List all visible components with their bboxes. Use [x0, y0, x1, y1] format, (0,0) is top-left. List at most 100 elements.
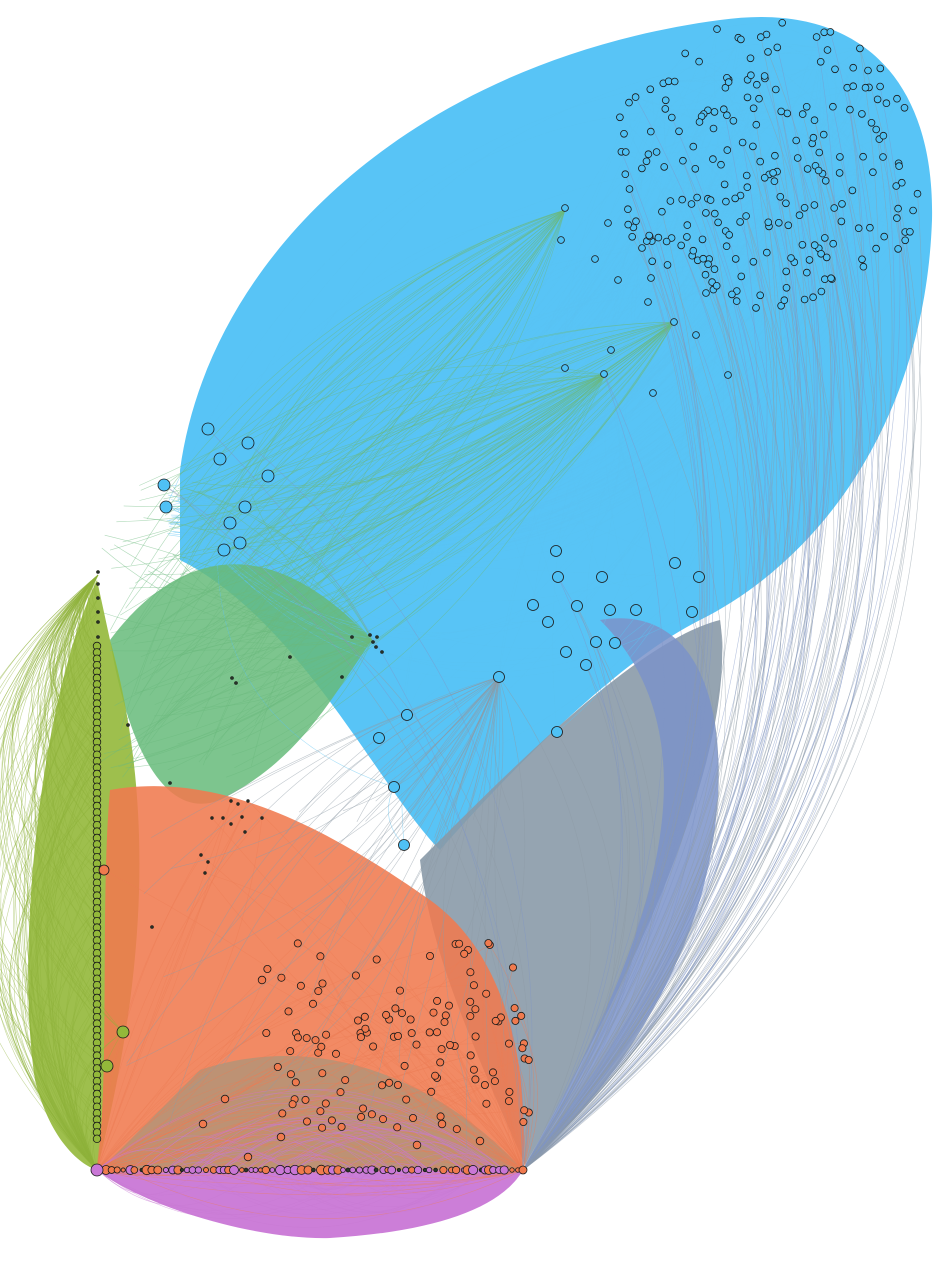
blue-edge [861, 87, 870, 157]
orange-node [199, 853, 203, 857]
blue-node [867, 119, 876, 127]
blue-edge [834, 69, 843, 204]
green-node [368, 633, 372, 637]
green-edge [122, 209, 566, 778]
slate-edge [522, 211, 705, 1171]
olive-edge [79, 574, 99, 647]
blue-node [710, 265, 719, 274]
orange-node [360, 1012, 369, 1021]
blue-node [872, 125, 880, 134]
olive-edge [0, 574, 99, 1056]
slate-edge [522, 156, 883, 1171]
orange-edge [200, 854, 524, 1171]
purple-edge [97, 1169, 392, 1215]
blue-edge [735, 122, 872, 260]
orange-node [327, 1116, 336, 1125]
blue-edge [393, 203, 787, 788]
orange-node [466, 1051, 475, 1060]
blue-node [213, 452, 227, 466]
orange-node [395, 986, 404, 995]
orange-node [407, 1029, 416, 1038]
orange-edge [96, 1037, 307, 1171]
blue-edge [700, 111, 719, 223]
blue-edge [685, 53, 788, 114]
slate-edge [522, 299, 835, 1171]
blue-edge [738, 37, 840, 174]
blue-node [826, 28, 835, 36]
purple-edge [279, 1169, 464, 1213]
orange-node [153, 1165, 163, 1175]
olive-edge [31, 812, 98, 1171]
gray-edge [342, 676, 500, 812]
slate-edge [522, 605, 644, 1171]
orange-node [293, 939, 302, 948]
orange-edge [365, 1028, 524, 1171]
olive-node [116, 1025, 130, 1039]
gray-edge [400, 676, 500, 1088]
orange-edge [282, 1111, 524, 1171]
blue-edge [244, 237, 825, 508]
blue-node [856, 44, 864, 53]
blue-node [866, 223, 874, 232]
orange-node [203, 1167, 209, 1173]
olive-edge [64, 574, 99, 736]
blue-edge [661, 67, 854, 213]
olive-edge [1, 574, 99, 967]
slate-edge [522, 188, 706, 1171]
green-edge [245, 321, 675, 626]
blue-node [817, 287, 826, 296]
orange-node [432, 1028, 441, 1037]
orange-node [433, 1167, 438, 1173]
olive-edge [91, 574, 99, 613]
orange-node [243, 830, 247, 834]
orange-edge [96, 1031, 430, 1171]
blue-node [836, 153, 844, 161]
slate-edge [522, 37, 798, 1171]
blue-node [872, 244, 880, 253]
blue-node [233, 536, 247, 550]
purple-edge [342, 1169, 419, 1185]
blue-node [864, 66, 872, 75]
blue-node [782, 283, 791, 292]
orange-edge [506, 1043, 524, 1171]
purple-edge [255, 1128, 500, 1171]
orange-node [510, 1004, 519, 1013]
blue-node [823, 46, 832, 54]
blue-node [644, 150, 653, 159]
orange-edge [204, 872, 524, 1171]
purple-edge [186, 1140, 360, 1171]
blue-node [695, 118, 704, 126]
orange-node [367, 1110, 376, 1119]
blue-node [882, 99, 891, 107]
blue-edge [846, 87, 914, 211]
blue-node [670, 318, 678, 326]
orange-node [113, 1166, 121, 1174]
slate-cluster-fill [525, 618, 719, 1165]
green-edge [257, 321, 675, 639]
orange-node [412, 1140, 422, 1150]
orange-node [302, 1117, 311, 1126]
olive-node [96, 635, 100, 639]
blue-node [913, 189, 922, 198]
blue-node [778, 18, 786, 27]
blue-edge [576, 150, 738, 607]
slate-edge [522, 160, 776, 1171]
olive-edge [63, 574, 99, 813]
blue-node [658, 207, 666, 216]
slate-edge [522, 173, 879, 1171]
blue-node [571, 600, 583, 612]
slate-edge [522, 185, 922, 1171]
blue-node [784, 221, 793, 230]
blue-edge [223, 207, 835, 527]
purple-edge [198, 1169, 426, 1211]
orange-edge [205, 1169, 524, 1196]
green-node [288, 655, 292, 659]
olive-edge [50, 574, 99, 941]
blue-node [787, 254, 795, 262]
olive-edge [17, 767, 98, 1171]
orange-node [441, 1011, 450, 1020]
orange-node [393, 1081, 402, 1090]
blue-node [652, 148, 661, 156]
olive-edge [0, 735, 98, 1171]
green-edge [223, 321, 675, 576]
